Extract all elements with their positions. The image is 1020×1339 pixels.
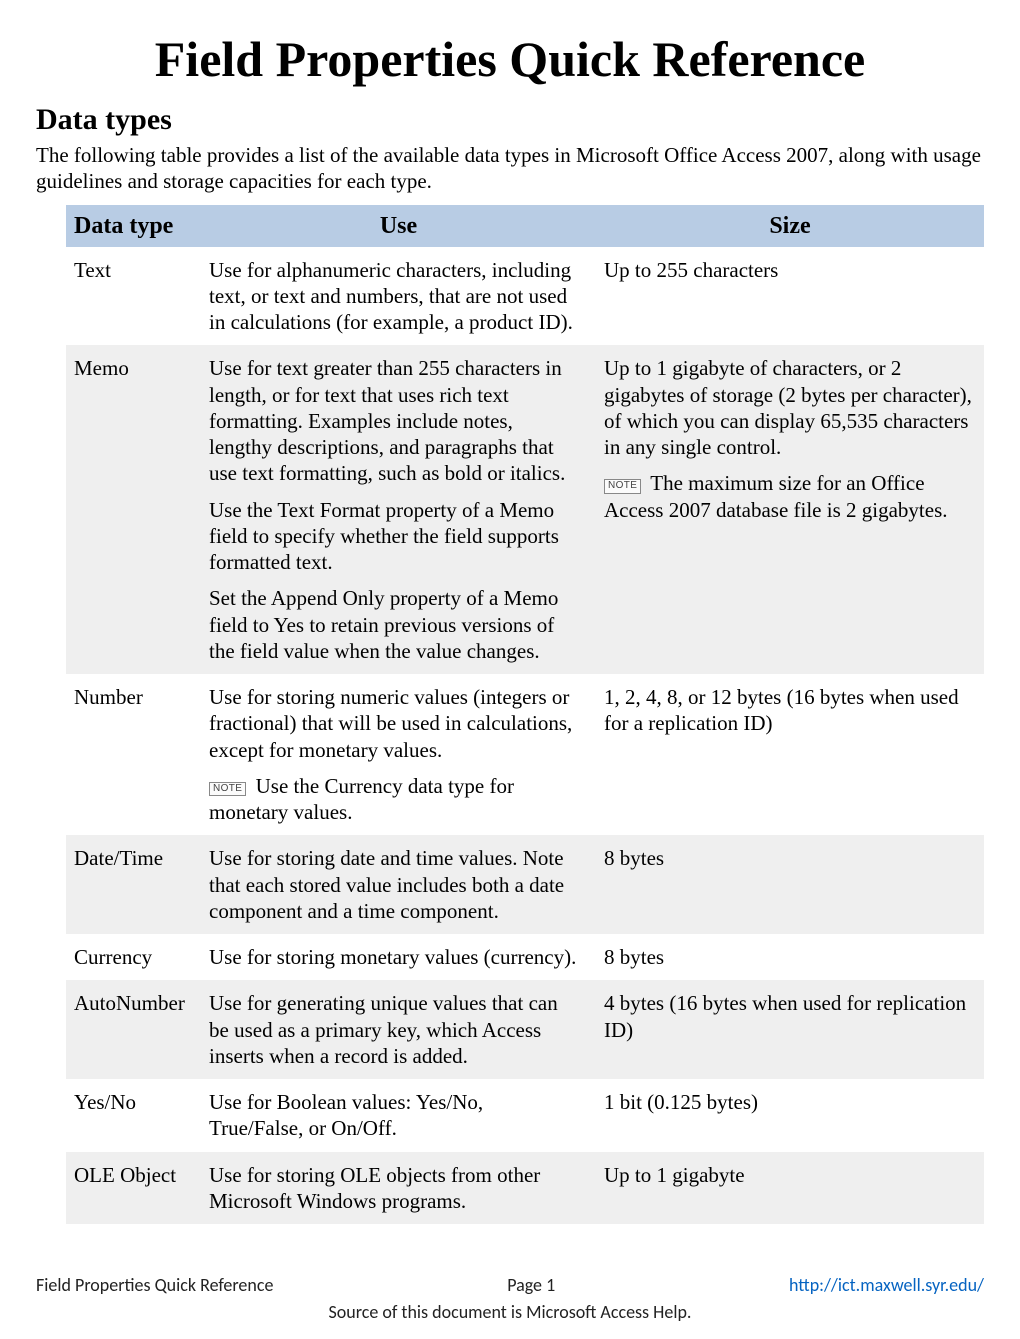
cell-size-para: Up to 1 gigabyte of characters, or 2 gig… [604,355,976,460]
cell-use: Use for Boolean values: Yes/No, True/Fal… [201,1079,596,1152]
footer-left: Field Properties Quick Reference [36,1274,273,1297]
col-header-use: Use [201,205,596,247]
cell-size: 8 bytes [596,835,984,934]
table-row: AutoNumberUse for generating unique valu… [66,980,984,1079]
cell-use: Use for storing OLE objects from other M… [201,1152,596,1225]
cell-use: Use for generating unique values that ca… [201,980,596,1079]
cell-use-para: Use for Boolean values: Yes/No, True/Fal… [209,1089,578,1142]
note-badge: NOTE [604,479,641,494]
cell-use-para: Use for text greater than 255 characters… [209,355,578,486]
datatypes-table-wrap: Data type Use Size TextUse for alphanume… [36,205,984,1225]
cell-type: Date/Time [66,835,201,934]
intro-paragraph: The following table provides a list of t… [36,142,984,195]
cell-size-para: 8 bytes [604,845,976,871]
cell-type: Currency [66,934,201,980]
cell-use-para: Use for storing monetary values (currenc… [209,944,578,970]
cell-use: Use for text greater than 255 characters… [201,345,596,674]
cell-size: 1 bit (0.125 bytes) [596,1079,984,1152]
cell-size-para: NOTE The maximum size for an Office Acce… [604,470,976,523]
cell-type: AutoNumber [66,980,201,1079]
cell-use: Use for storing date and time values. No… [201,835,596,934]
cell-type: Memo [66,345,201,674]
cell-size: 4 bytes (16 bytes when used for replicat… [596,980,984,1079]
cell-use-para: Use for alphanumeric characters, includi… [209,257,578,336]
cell-type: Number [66,674,201,835]
table-row: TextUse for alphanumeric characters, inc… [66,247,984,346]
col-header-size: Size [596,205,984,247]
cell-use-para: NOTE Use the Currency data type for mone… [209,773,578,826]
cell-size-para: 1, 2, 4, 8, or 12 bytes (16 bytes when u… [604,684,976,737]
cell-size-para: 8 bytes [604,944,976,970]
table-row: NumberUse for storing numeric values (in… [66,674,984,835]
cell-use: Use for storing numeric values (integers… [201,674,596,835]
cell-size: Up to 1 gigabyte [596,1152,984,1225]
cell-size: 8 bytes [596,934,984,980]
cell-size: 1, 2, 4, 8, or 12 bytes (16 bytes when u… [596,674,984,835]
cell-use-para: Use for generating unique values that ca… [209,990,578,1069]
cell-type: Text [66,247,201,346]
cell-use-para: Use the Text Format property of a Memo f… [209,497,578,576]
cell-type: Yes/No [66,1079,201,1152]
note-badge: NOTE [209,782,246,797]
cell-use-para: Set the Append Only property of a Memo f… [209,585,578,664]
table-row: Currency Use for storing monetary values … [66,934,984,980]
page-footer: Field Properties Quick Reference Page 1 … [36,1274,984,1339]
section-heading: Data types [36,101,984,139]
footer-link[interactable]: http://ict.maxwell.syr.edu/ [789,1274,984,1297]
cell-type: OLE Object [66,1152,201,1225]
cell-use-para: Use for storing date and time values. No… [209,845,578,924]
cell-size: Up to 255 characters [596,247,984,346]
cell-size-para: 1 bit (0.125 bytes) [604,1089,976,1115]
cell-use-para: Use for storing OLE objects from other M… [209,1162,578,1215]
cell-use-para: Use for storing numeric values (integers… [209,684,578,763]
cell-size-para: 4 bytes (16 bytes when used for replicat… [604,990,976,1043]
table-row: MemoUse for text greater than 255 charac… [66,345,984,674]
datatypes-table: Data type Use Size TextUse for alphanume… [66,205,984,1225]
cell-use: Use for alphanumeric characters, includi… [201,247,596,346]
cell-size-para: Up to 1 gigabyte [604,1162,976,1188]
footer-center: Page 1 [273,1274,789,1297]
table-row: OLE ObjectUse for storing OLE objects fr… [66,1152,984,1225]
cell-use: Use for storing monetary values (currenc… [201,934,596,980]
cell-size: Up to 1 gigabyte of characters, or 2 gig… [596,345,984,674]
cell-size-para: Up to 255 characters [604,257,976,283]
col-header-type: Data type [66,205,201,247]
table-row: Date/TimeUse for storing date and time v… [66,835,984,934]
table-row: Yes/NoUse for Boolean values: Yes/No, Tr… [66,1079,984,1152]
table-header-row: Data type Use Size [66,205,984,247]
page-title: Field Properties Quick Reference [36,28,984,91]
